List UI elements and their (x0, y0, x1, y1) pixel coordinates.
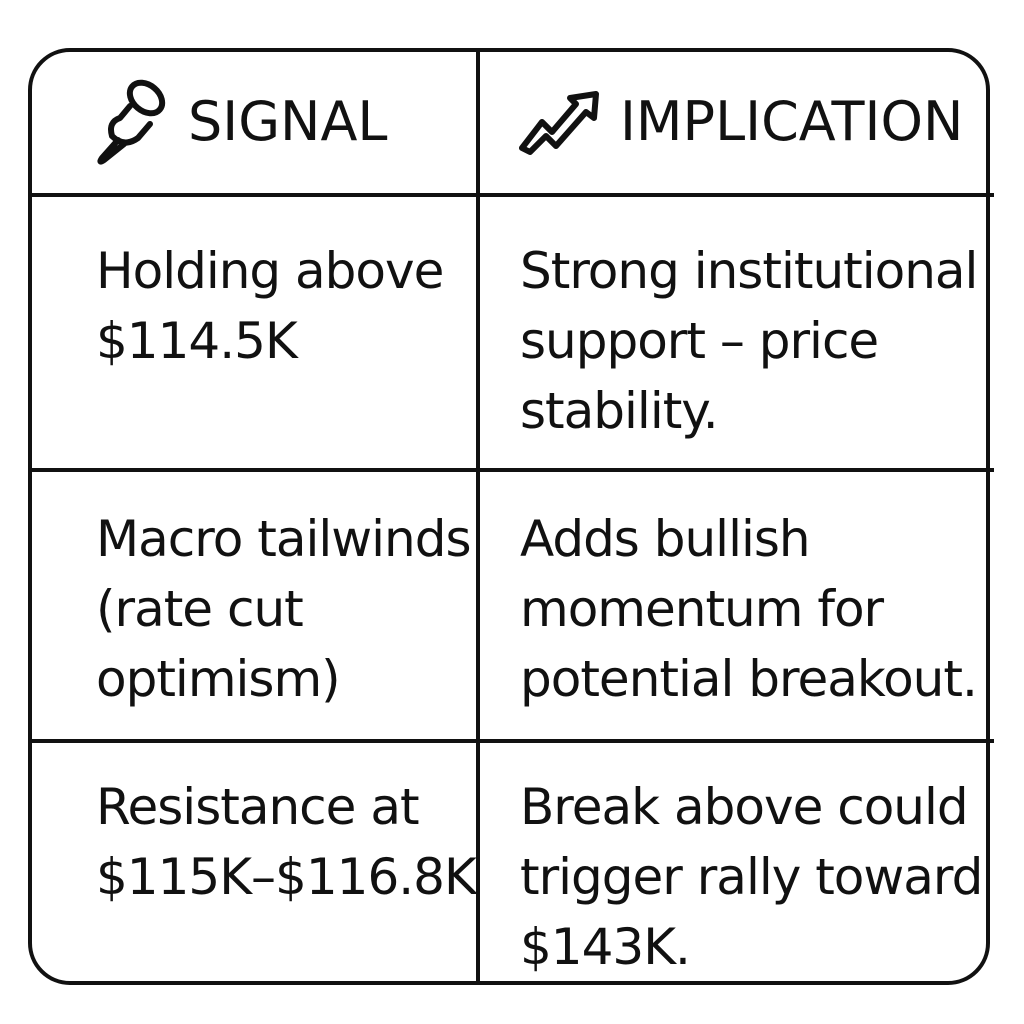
implication-cell: Strong institutional support – price sta… (520, 236, 978, 446)
signal-cell: Holding above $114.5K (96, 236, 444, 376)
implication-cell: Adds bullish momentum for potential brea… (520, 504, 978, 714)
text-line: (rate cut (96, 580, 304, 638)
text-line: stability. (520, 382, 719, 440)
text-line: momentum for (520, 580, 884, 638)
text-line: Break above could (520, 778, 969, 836)
text-line: Strong institutional (520, 242, 978, 300)
row-divider (28, 739, 994, 743)
text-line: $143K. (520, 918, 691, 976)
text-line: $114.5K (96, 312, 298, 370)
pushpin-icon (97, 79, 166, 165)
signal-table (28, 48, 990, 985)
text-line: Adds bullish (520, 510, 811, 568)
row-divider (28, 468, 994, 472)
header-signal-label: SIGNAL (188, 89, 388, 153)
text-line: Macro tailwinds (96, 510, 472, 568)
text-line: Resistance at (96, 778, 420, 836)
header-signal: SIGNAL (94, 79, 388, 165)
header-implication-label: IMPLICATION (620, 89, 964, 153)
text-line: support – price (520, 312, 879, 370)
column-divider (476, 48, 480, 985)
text-line: optimism) (96, 650, 341, 708)
text-line: potential breakout. (520, 650, 978, 708)
trending-up-arrow-icon (519, 91, 599, 155)
signal-cell: Macro tailwinds (rate cut optimism) (96, 504, 472, 714)
header-implication: IMPLICATION (516, 86, 963, 156)
implication-cell: Break above could trigger rally toward $… (520, 772, 983, 982)
text-line: $115K–$116.8K (96, 848, 477, 906)
text-line: Holding above (96, 242, 444, 300)
signal-cell: Resistance at $115K–$116.8K (96, 772, 477, 912)
text-line: trigger rally toward (520, 848, 983, 906)
row-divider (28, 193, 994, 197)
